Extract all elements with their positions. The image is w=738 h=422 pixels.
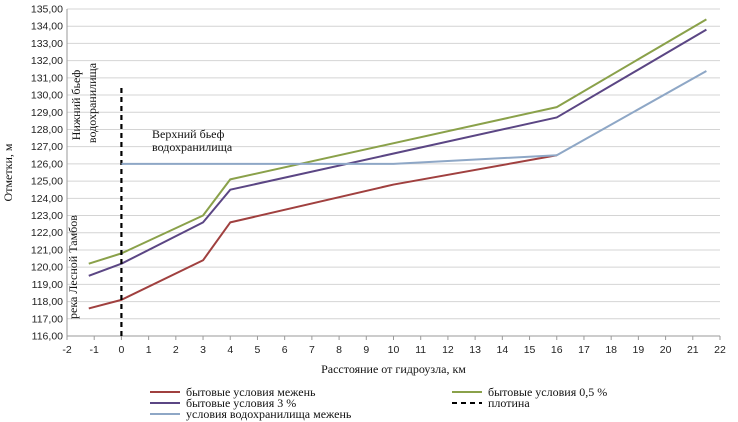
x-tick-label: 7	[309, 344, 315, 356]
x-tick-label: 1	[146, 344, 152, 356]
y-tick-label: 120,00	[31, 262, 63, 274]
y-tick-label: 127,00	[31, 141, 63, 153]
x-tick-label: 5	[255, 344, 261, 356]
x-tick-label: 4	[227, 344, 233, 356]
y-tick-label: 129,00	[31, 107, 63, 119]
y-tick-label: 117,00	[32, 313, 63, 325]
x-axis-title: Расстояние от гидроузла, км	[321, 362, 466, 376]
annotation-lower-pool-line-1: Нижний бьеф	[69, 70, 83, 141]
x-tick-label: 8	[336, 344, 342, 356]
y-tick-label: 130,00	[31, 90, 63, 102]
x-tick-label: 19	[633, 344, 645, 356]
annotations: Нижний бьеф водохранилища Верхний бьефводо…	[66, 62, 233, 319]
series-lines	[88, 18, 707, 336]
axes	[66, 9, 721, 340]
y-tick-label: 128,00	[31, 124, 63, 136]
y-tick-label: 123,00	[31, 210, 63, 222]
series-line-1	[88, 154, 557, 310]
x-tick-label: 2	[173, 344, 179, 356]
x-tick-label: 3	[200, 344, 206, 356]
x-tick-label: 15	[524, 344, 536, 356]
x-tick-label: -1	[90, 344, 99, 356]
annotation-river: река Лесной Тамбов	[66, 215, 80, 319]
y-tick-label: 119,00	[32, 279, 63, 291]
y-tick-label: 118,00	[32, 296, 63, 308]
y-tick-label: 125,00	[31, 176, 63, 188]
x-tick-label: 18	[605, 344, 617, 356]
series-line-3	[88, 28, 707, 277]
x-tick-label: 6	[282, 344, 288, 356]
y-tick-label: 116,00	[32, 331, 63, 343]
x-tick-label: 14	[496, 344, 508, 356]
annotation-upper-pool-line-2: водохранилища	[152, 140, 233, 154]
y-tick-label: 126,00	[31, 158, 63, 170]
x-tick-label: 13	[469, 344, 481, 356]
y-axis-title: Отметки, м	[1, 143, 15, 201]
legend-label-5: условия водохранилища межень	[186, 407, 352, 421]
x-tick-label: 17	[578, 344, 590, 356]
tick-labels: 116,00 117,00 118,00 119,00 120,00 121,00 122,…	[1, 4, 726, 377]
y-tick-label: 121,00	[31, 244, 63, 256]
series-line-5	[121, 70, 707, 165]
legend-label-1: бытовые условия межень	[186, 385, 316, 399]
y-tick-label: 132,00	[31, 55, 63, 67]
x-tick-label: 0	[118, 344, 124, 356]
y-tick-label: 135,00	[31, 4, 63, 16]
x-tick-label: 20	[660, 344, 672, 356]
annotation-upper-pool-line-1: Верхний бьеф	[152, 127, 225, 141]
x-tick-label: 10	[388, 344, 400, 356]
x-tick-label: 9	[363, 344, 369, 356]
series-line-2	[88, 18, 707, 265]
y-tick-label: 122,00	[31, 227, 63, 239]
x-tick-label: 21	[687, 344, 699, 356]
y-tick-label: 124,00	[31, 193, 63, 205]
x-tick-label: 16	[551, 344, 563, 356]
y-tick-label: 133,00	[31, 38, 63, 50]
grid	[67, 8, 720, 337]
y-tick-label: 131,00	[31, 72, 63, 84]
y-tick-label: 134,00	[31, 21, 63, 33]
legend-label-4: плотина	[488, 396, 530, 410]
x-tick-label: 22	[714, 344, 726, 356]
legend-label-3: бытовые условия 3 %	[186, 396, 296, 410]
x-tick-label: -2	[62, 344, 71, 356]
legend-label-2: бытовые условия 0,5 %	[488, 385, 607, 399]
x-tick-label: 12	[442, 344, 454, 356]
x-tick-label: 11	[415, 344, 426, 356]
annotation-lower-pool-line-2: водохранилища	[85, 62, 99, 143]
